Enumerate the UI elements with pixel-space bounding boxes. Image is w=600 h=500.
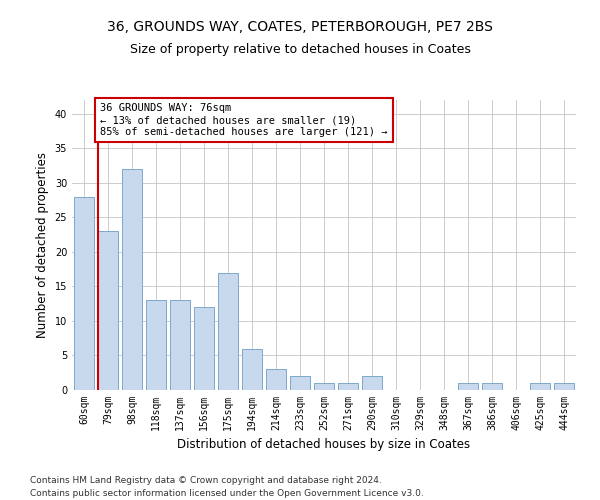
Bar [122,169,142,390]
Text: Contains public sector information licensed under the Open Government Licence v3: Contains public sector information licen… [30,488,424,498]
Bar [554,383,574,390]
X-axis label: Distribution of detached houses by size in Coates: Distribution of detached houses by size … [178,438,470,452]
Bar [266,370,286,390]
Bar [314,383,334,390]
Bar [290,376,310,390]
Text: 36, GROUNDS WAY, COATES, PETERBOROUGH, PE7 2BS: 36, GROUNDS WAY, COATES, PETERBOROUGH, P… [107,20,493,34]
Bar [146,300,166,390]
Bar [74,196,94,390]
Bar [362,376,382,390]
Bar [218,272,238,390]
Text: Size of property relative to detached houses in Coates: Size of property relative to detached ho… [130,42,470,56]
Bar [242,348,262,390]
Bar [482,383,502,390]
Bar [170,300,190,390]
Bar [530,383,550,390]
Bar [458,383,478,390]
Bar [338,383,358,390]
Bar [98,231,118,390]
Text: 36 GROUNDS WAY: 76sqm
← 13% of detached houses are smaller (19)
85% of semi-deta: 36 GROUNDS WAY: 76sqm ← 13% of detached … [100,104,388,136]
Text: Contains HM Land Registry data © Crown copyright and database right 2024.: Contains HM Land Registry data © Crown c… [30,476,382,485]
Bar [194,307,214,390]
Y-axis label: Number of detached properties: Number of detached properties [36,152,49,338]
